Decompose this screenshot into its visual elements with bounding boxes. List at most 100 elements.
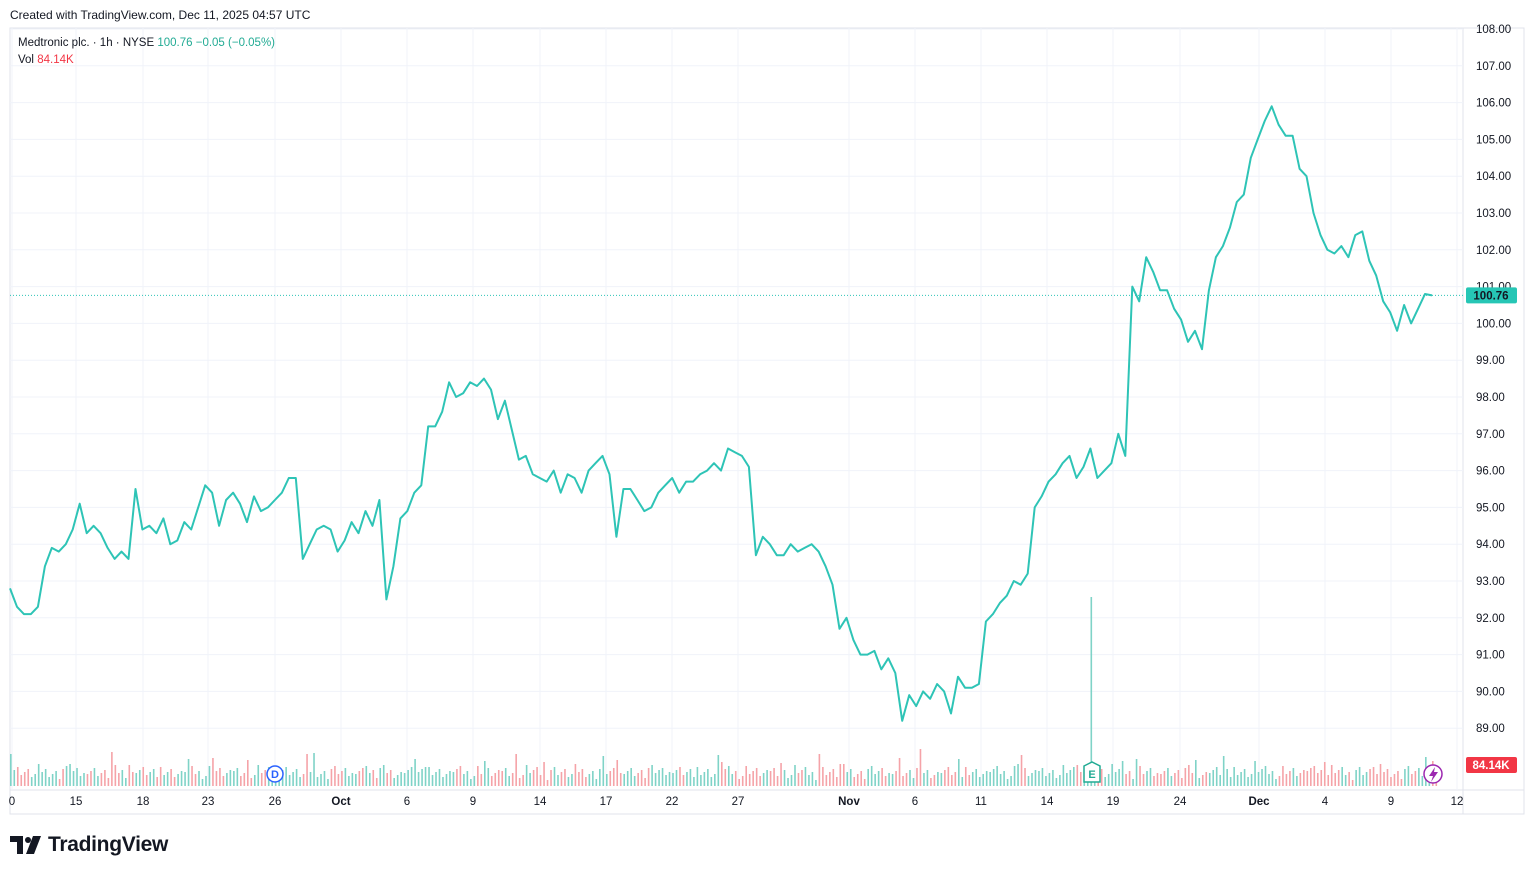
x-tick-label: 9 [1388,796,1394,808]
volume-bar [358,771,361,786]
volume-bar [1250,774,1253,786]
volume-bar [731,774,734,786]
volume-bar [1142,774,1145,786]
volume-bar [107,778,110,786]
volume-bar [707,769,709,786]
volume-bar [1139,766,1141,786]
volume-bar [992,769,995,786]
volume-bar [138,770,141,786]
volume-bar [881,768,883,786]
volume-bar [818,754,821,786]
volume-bar [1243,769,1246,786]
volume-bar [62,769,64,786]
volume-bar [473,776,476,786]
volume-bar [449,771,451,786]
y-tick-label: 107.00 [1476,61,1511,73]
volume-bar [233,771,235,786]
volume-bar [1201,775,1204,786]
y-tick-label: 93.00 [1476,576,1505,588]
volume-bar [1156,773,1159,786]
volume-bar [557,775,559,786]
volume-bar [518,778,521,786]
volume-bar [672,773,674,786]
volume-bar [665,775,667,786]
volume-bar [794,765,796,786]
legend-vol-label[interactable]: Vol [18,54,34,66]
volume-bar [313,753,315,786]
volume-bar [693,777,695,786]
volume-bar [497,770,500,786]
volume-bar [1215,767,1218,786]
volume-bar [159,767,162,786]
volume-bar [187,759,190,786]
legend-price: 100.76 [157,37,193,49]
volume-bar [612,768,615,786]
volume-bar [201,779,204,786]
volume-bar [51,774,54,786]
x-tick-label: 24 [1174,796,1187,808]
volume-bar [1107,774,1110,786]
volume-bar [1323,762,1326,786]
volume-bar [351,773,354,786]
volume-bar [1418,768,1420,786]
earnings-marker-icon[interactable] [1083,761,1101,783]
volume-bar [83,773,85,786]
volume-bar [400,772,402,786]
volume-bar [724,769,727,786]
volume-bar [292,772,294,786]
volume-bar [1188,765,1190,786]
legend-symbol[interactable]: Medtronic plc. · 1h · NYSE [18,37,155,49]
volume-bar [1289,771,1291,786]
volume-bar [863,779,866,786]
volume-bar [393,778,395,786]
volume-bar [1376,774,1378,786]
volume-bar [484,761,486,786]
volume-bar [299,777,301,786]
volume-bar [682,775,685,786]
volume-bar [1236,775,1239,786]
chart-legend: Medtronic plc. · 1h · NYSE 100.76 −0.05 … [18,35,275,69]
volume-bar [1261,769,1263,786]
volume-bar [958,759,960,786]
volume-bar [306,754,308,786]
volume-bar [152,769,155,786]
volume-bar [550,770,552,786]
tradingview-logo[interactable]: TradingView [10,833,168,857]
volume-bar [504,768,507,786]
volume-bar [27,769,30,786]
volume-bar [1198,778,1201,786]
volume-bar [131,772,134,786]
volume-bar [560,772,563,786]
dividend-marker-icon[interactable] [266,765,284,783]
volume-bar [490,776,493,786]
volume-bar [1006,779,1009,786]
volume-bar [1104,777,1106,786]
volume-bar [76,768,78,786]
volume-bar [212,758,214,786]
volume-bar [1393,774,1396,786]
volume-bar [431,775,434,786]
volume-bar [278,780,280,786]
volume-bar [1358,767,1361,786]
volume-bar [999,774,1002,786]
volume-bar [856,774,859,786]
volume-bar [389,770,392,786]
volume-bar [1330,765,1333,786]
volume-bar [1100,769,1103,786]
y-tick-label: 90.00 [1476,686,1505,698]
volume-bar [111,752,113,786]
y-tick-label: 108.00 [1476,24,1511,36]
volume-bar [501,771,504,786]
y-tick-label: 92.00 [1476,613,1505,625]
volume-bar [452,772,455,786]
volume-bar [55,771,57,786]
volume-bar [1048,773,1051,786]
volume-bar [34,774,36,786]
x-tick-label: 15 [70,796,83,808]
volume-bar [633,776,636,786]
volume-bar [630,768,632,786]
x-tick-label: Dec [1248,796,1270,808]
volume-bar [1355,770,1357,786]
volume-bar [626,771,629,786]
